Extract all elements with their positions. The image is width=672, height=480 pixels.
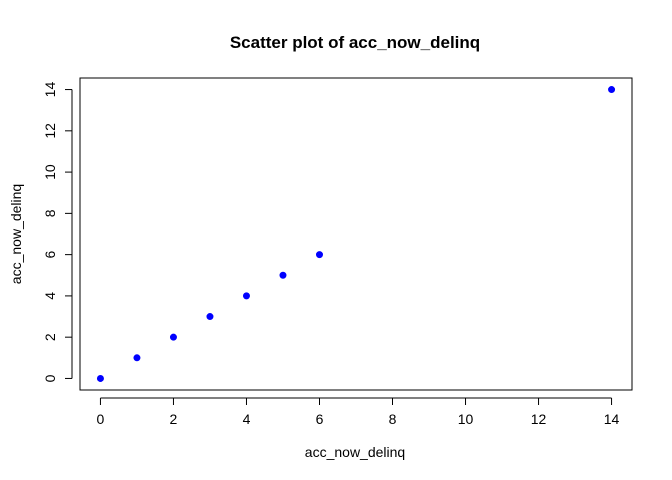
- x-axis: 0 2 4 6 8 10 12 14: [97, 397, 620, 427]
- y-tick-label: 10: [42, 164, 58, 180]
- scatter-point: [242, 292, 250, 300]
- x-tick-label: 0: [97, 411, 105, 427]
- x-axis-label: acc_now_delinq: [305, 444, 405, 460]
- y-axis: 0 2 4 6 8 10 12 14: [42, 82, 73, 382]
- scatter-point: [133, 354, 141, 362]
- scatter-point: [169, 333, 177, 341]
- y-axis-label: acc_now_delinq: [8, 184, 24, 284]
- y-tick-label: 8: [42, 209, 58, 217]
- data-points: [96, 86, 616, 382]
- x-tick-label: 6: [316, 411, 324, 427]
- scatter-point: [315, 251, 323, 259]
- x-tick-label: 12: [531, 411, 547, 427]
- x-tick-label: 14: [604, 411, 620, 427]
- scatter-point: [206, 313, 214, 321]
- plot-frame: [79, 77, 633, 391]
- scatter-point: [279, 271, 287, 279]
- scatter-point: [96, 374, 104, 382]
- y-tick-label: 14: [42, 82, 58, 98]
- y-tick-label: 0: [42, 374, 58, 382]
- x-tick-label: 10: [458, 411, 474, 427]
- x-tick-label: 8: [389, 411, 397, 427]
- y-tick-label: 6: [42, 251, 58, 259]
- scatter-point: [608, 86, 616, 94]
- y-tick-label: 2: [42, 333, 58, 341]
- chart-title: Scatter plot of acc_now_delinq: [230, 33, 480, 52]
- x-tick-label: 4: [243, 411, 251, 427]
- y-tick-label: 12: [42, 123, 58, 139]
- y-tick-label: 4: [42, 292, 58, 300]
- x-tick-label: 2: [170, 411, 178, 427]
